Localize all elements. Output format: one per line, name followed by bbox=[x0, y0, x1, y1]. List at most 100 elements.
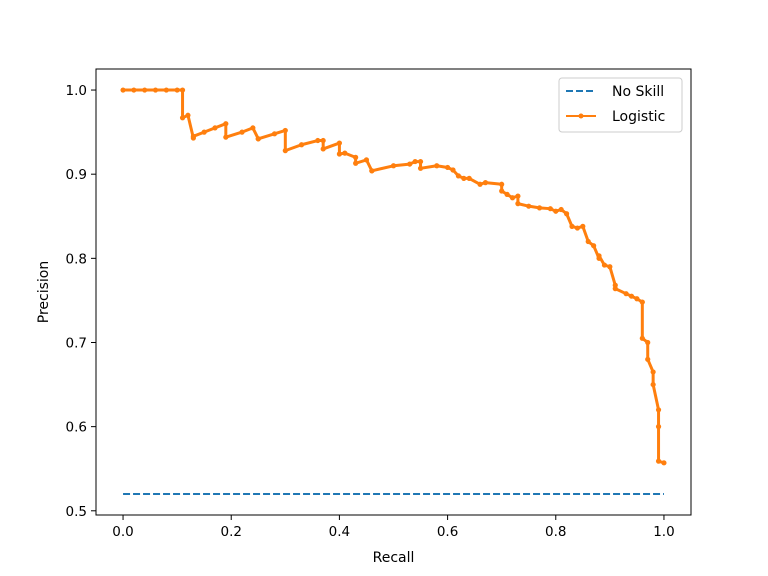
series-point-logistic bbox=[450, 167, 456, 173]
series-point-logistic bbox=[255, 136, 261, 142]
series-point-logistic bbox=[282, 148, 288, 154]
series-point-logistic bbox=[353, 160, 359, 166]
series-point-logistic bbox=[580, 223, 586, 229]
plot-layer bbox=[120, 87, 667, 495]
series-point-logistic bbox=[417, 165, 424, 171]
series-point-logistic bbox=[612, 286, 618, 292]
series-point-logistic bbox=[661, 460, 667, 466]
series-point-logistic bbox=[553, 208, 559, 214]
plot-frame bbox=[95, 68, 692, 516]
series-point-logistic bbox=[152, 87, 159, 93]
series-point-logistic bbox=[639, 335, 645, 341]
x-tick-label: 1.0 bbox=[653, 524, 674, 540]
series-point-logistic bbox=[407, 161, 413, 167]
series-point-logistic bbox=[601, 262, 608, 268]
series-point-logistic bbox=[536, 205, 543, 211]
series-point-logistic bbox=[390, 163, 397, 169]
series-point-logistic bbox=[174, 87, 180, 93]
series-point-logistic bbox=[563, 211, 570, 217]
series-point-logistic bbox=[120, 87, 126, 93]
series-point-logistic bbox=[591, 243, 597, 249]
series-point-logistic bbox=[239, 129, 245, 135]
series-point-logistic bbox=[515, 193, 521, 199]
series-point-logistic bbox=[607, 264, 613, 270]
series-point-logistic bbox=[634, 296, 640, 302]
series-point-logistic bbox=[190, 133, 196, 139]
legend: No Skill Logistic bbox=[558, 77, 683, 133]
series-point-logistic bbox=[499, 188, 505, 194]
series-point-logistic bbox=[417, 158, 424, 165]
series-point-logistic bbox=[526, 203, 532, 209]
y-tick-label: 1.0 bbox=[66, 83, 87, 99]
series-point-logistic bbox=[179, 87, 186, 93]
series-point-logistic bbox=[461, 175, 467, 181]
series-point-logistic bbox=[499, 181, 505, 187]
series-point-logistic bbox=[574, 225, 581, 231]
y-tick-label: 0.5 bbox=[66, 504, 87, 520]
legend-swatch-logistic-marker bbox=[578, 113, 584, 119]
y-tick-label: 0.6 bbox=[66, 420, 87, 436]
series-point-logistic bbox=[455, 173, 462, 179]
series-point-logistic bbox=[444, 164, 451, 171]
series-point-logistic bbox=[250, 125, 256, 131]
series-point-logistic bbox=[639, 299, 645, 305]
y-axis-label: Precision bbox=[36, 261, 52, 323]
series-point-logistic bbox=[320, 146, 326, 152]
series-point-logistic bbox=[655, 407, 662, 413]
series-point-logistic bbox=[628, 293, 635, 299]
series-point-logistic bbox=[223, 134, 229, 140]
series-point-logistic bbox=[298, 142, 305, 148]
series-point-logistic bbox=[320, 137, 326, 144]
series-point-logistic bbox=[282, 127, 288, 134]
series-point-logistic bbox=[353, 154, 359, 160]
series-point-logistic bbox=[185, 112, 191, 118]
series-point-logistic bbox=[336, 140, 343, 146]
series-point-logistic bbox=[547, 206, 553, 212]
x-tick-label: 0.6 bbox=[437, 524, 458, 540]
y-tick-label: 0.8 bbox=[66, 251, 87, 267]
series-point-logistic bbox=[163, 87, 169, 93]
series-point-logistic bbox=[201, 129, 207, 135]
series-point-logistic bbox=[504, 191, 510, 197]
series-point-logistic bbox=[596, 253, 602, 259]
series-point-logistic bbox=[655, 424, 662, 430]
series-point-logistic bbox=[223, 121, 229, 127]
series-point-logistic bbox=[412, 158, 418, 165]
series-point-logistic bbox=[509, 195, 516, 201]
series-point-logistic bbox=[212, 125, 218, 131]
x-tick-label: 0.8 bbox=[545, 524, 566, 540]
legend-label-no-skill: No Skill bbox=[612, 84, 664, 100]
series-point-logistic bbox=[179, 115, 186, 121]
series-point-logistic bbox=[482, 180, 489, 186]
series-point-logistic bbox=[369, 168, 375, 174]
series-point-logistic bbox=[271, 131, 278, 137]
y-tick-label: 0.9 bbox=[66, 167, 87, 183]
series-point-logistic bbox=[142, 87, 148, 93]
series-point-logistic bbox=[434, 163, 440, 169]
series-point-logistic bbox=[558, 206, 564, 213]
series-point-logistic bbox=[569, 223, 575, 229]
x-tick-label: 0.0 bbox=[112, 524, 133, 540]
series-point-logistic bbox=[315, 137, 321, 144]
x-tick-label: 0.2 bbox=[220, 524, 241, 540]
x-axis-label: Recall bbox=[373, 550, 415, 566]
series-point-logistic bbox=[515, 201, 521, 207]
series-point-logistic bbox=[650, 381, 656, 388]
series-point-logistic bbox=[466, 175, 472, 181]
series-line-logistic bbox=[121, 88, 666, 465]
y-tick-label: 0.7 bbox=[66, 335, 87, 351]
series-point-logistic bbox=[585, 238, 591, 245]
legend-label-logistic: Logistic bbox=[612, 109, 665, 125]
series-point-logistic bbox=[342, 150, 348, 156]
series-point-logistic bbox=[363, 157, 370, 163]
series-point-logistic bbox=[645, 339, 651, 346]
series-point-logistic bbox=[623, 291, 629, 297]
series-point-logistic bbox=[336, 151, 343, 157]
axes-layer: 0.0 0.2 0.4 0.6 0.8 1.0 0.5 0.6 0.7 0.8 0.9 1.0 bbox=[66, 68, 692, 540]
series-point-logistic bbox=[645, 356, 651, 362]
series-point-logistic bbox=[650, 369, 656, 375]
series-point-logistic bbox=[131, 87, 137, 93]
series-point-logistic bbox=[477, 181, 483, 187]
series-point-logistic bbox=[655, 458, 662, 464]
